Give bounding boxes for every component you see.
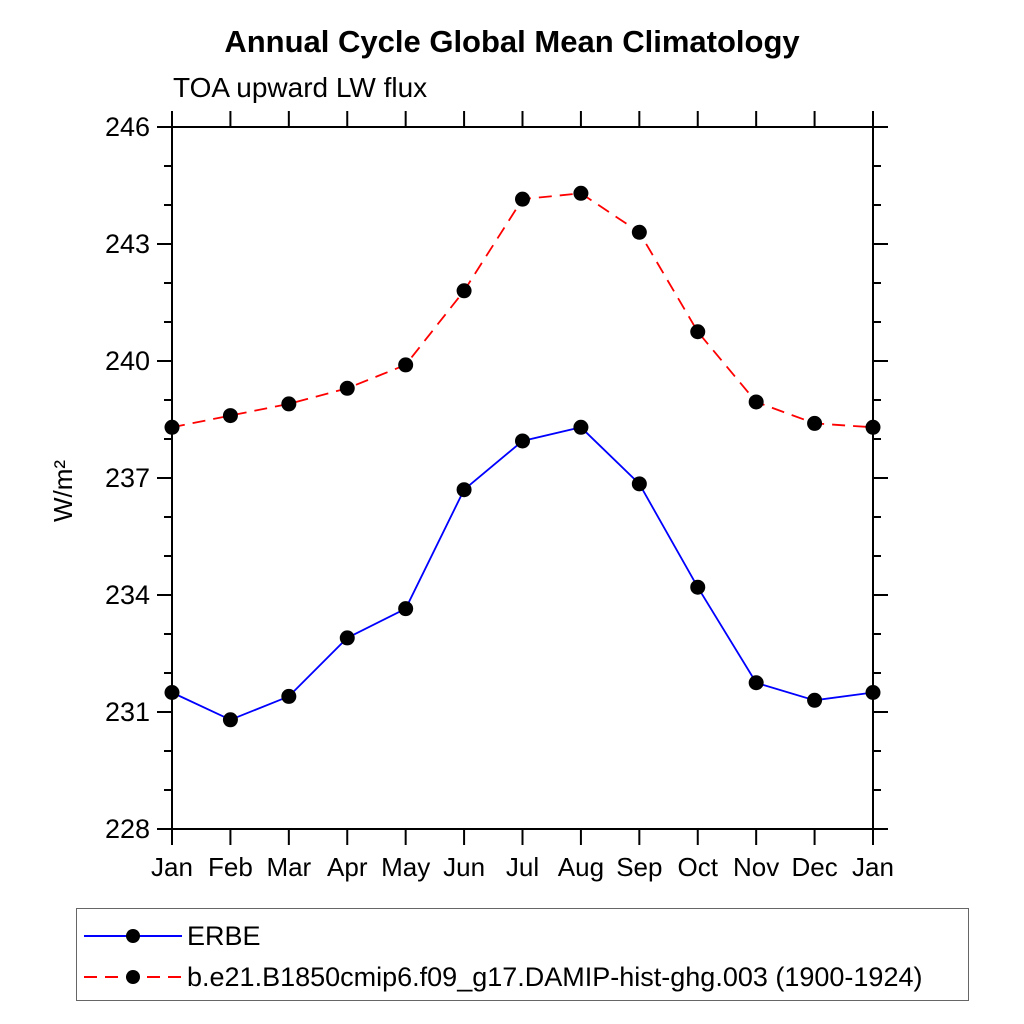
erbe-line bbox=[171, 426, 874, 721]
data-point-marker bbox=[573, 185, 589, 201]
data-point-marker bbox=[339, 630, 355, 646]
data-point-marker bbox=[456, 283, 472, 299]
x-axis-tick-label: Jun bbox=[443, 852, 485, 882]
x-axis-tick-label: Mar bbox=[266, 852, 311, 882]
y-axis-tick-label: 228 bbox=[105, 814, 150, 844]
legend-marker-icon bbox=[126, 929, 140, 943]
data-point-marker bbox=[515, 433, 530, 449]
data-point-marker bbox=[398, 601, 414, 617]
data-point-marker bbox=[515, 191, 530, 207]
series-model bbox=[164, 185, 881, 435]
data-point-marker bbox=[690, 579, 706, 595]
plot-frame bbox=[171, 126, 874, 830]
legend-label-erbe: ERBE bbox=[187, 920, 261, 951]
data-point-marker bbox=[164, 419, 180, 435]
data-point-marker bbox=[748, 394, 764, 410]
data-point-marker bbox=[631, 476, 647, 492]
legend-entry-model: b.e21.B1850cmip6.f09_g17.DAMIP-hist-ghg.… bbox=[81, 962, 922, 992]
x-axis-tick-label: Feb bbox=[208, 852, 253, 882]
data-point-marker bbox=[807, 692, 823, 708]
data-point-marker bbox=[807, 415, 823, 431]
x-axis-tick-label: Jan bbox=[852, 852, 894, 882]
y-axis-tick-label: 243 bbox=[105, 229, 150, 259]
data-point-marker bbox=[865, 419, 881, 435]
legend-box: ERBE b.e21.B1850cmip6.f09_g17.DAMIP-hist… bbox=[76, 908, 969, 1001]
data-point-marker bbox=[748, 675, 764, 691]
data-point-marker bbox=[164, 685, 180, 700]
y-axis-tick-label: 234 bbox=[105, 580, 150, 610]
data-point-marker bbox=[222, 408, 238, 424]
data-point-marker bbox=[573, 419, 589, 435]
x-axis-tick-label: Jul bbox=[506, 852, 539, 882]
x-axis-tick-label: May bbox=[381, 852, 430, 882]
y-axis-ticks bbox=[157, 126, 888, 830]
legend-marker-icon bbox=[126, 970, 140, 984]
data-point-marker bbox=[865, 685, 881, 700]
erbe-legend-line-sample bbox=[84, 929, 182, 943]
data-point-marker bbox=[222, 712, 238, 728]
chart-title: Annual Cycle Global Mean Climatology bbox=[224, 24, 800, 59]
y-axis-tick-label: 237 bbox=[105, 463, 150, 493]
legend-entry-erbe: ERBE bbox=[81, 921, 261, 951]
x-tick-labels: Jan Feb Mar Apr May Jun Jul Aug Sep Oct Nov Dec Jan bbox=[151, 852, 894, 882]
chart-subtitle: TOA upward LW flux bbox=[173, 72, 428, 103]
y-tick-labels: 228 231 234 237 240 243 246 bbox=[105, 112, 150, 844]
data-point-marker bbox=[281, 688, 297, 704]
legend-label-model: b.e21.B1850cmip6.f09_g17.DAMIP-hist-ghg.… bbox=[187, 961, 923, 992]
y-axis-tick-label: 240 bbox=[105, 346, 150, 376]
x-axis-tick-label: Nov bbox=[733, 852, 779, 882]
model-legend-line-sample bbox=[84, 970, 182, 984]
y-axis-tick-label: 231 bbox=[105, 697, 150, 727]
x-axis-ticks bbox=[171, 111, 874, 845]
data-point-marker bbox=[398, 357, 414, 373]
data-point-marker bbox=[456, 482, 472, 498]
data-point-marker bbox=[281, 396, 297, 412]
x-axis-tick-label: Oct bbox=[678, 852, 719, 882]
x-axis-tick-label: Sep bbox=[616, 852, 662, 882]
x-axis-tick-label: Jan bbox=[151, 852, 193, 882]
series-erbe bbox=[164, 419, 881, 728]
model-line bbox=[171, 192, 874, 429]
x-axis-tick-label: Dec bbox=[791, 852, 837, 882]
data-point-marker bbox=[690, 324, 706, 340]
data-point-marker bbox=[631, 224, 647, 240]
x-axis-tick-label: Apr bbox=[327, 852, 368, 882]
data-point-marker bbox=[339, 380, 355, 396]
y-axis-tick-label: 246 bbox=[105, 112, 150, 142]
x-axis-tick-label: Aug bbox=[558, 852, 604, 882]
